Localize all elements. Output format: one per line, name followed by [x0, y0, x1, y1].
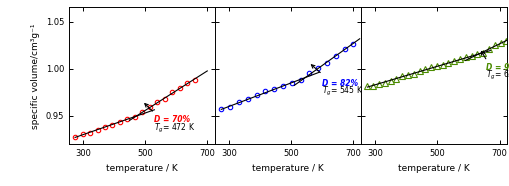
Text: $T_g$= 545 K: $T_g$= 545 K	[322, 85, 363, 98]
X-axis label: temperature / K: temperature / K	[252, 163, 323, 173]
Text: D = 70%: D = 70%	[154, 115, 190, 124]
X-axis label: temperature / K: temperature / K	[398, 163, 469, 173]
Y-axis label: specific volume/cm³g⁻¹: specific volume/cm³g⁻¹	[31, 23, 40, 129]
Text: $T_g$= 632 K: $T_g$= 632 K	[485, 69, 509, 82]
X-axis label: temperature / K: temperature / K	[106, 163, 178, 173]
Text: D = 82%: D = 82%	[322, 78, 358, 88]
Text: D = 92%: D = 92%	[485, 62, 509, 72]
Text: $T_g$= 472 K: $T_g$= 472 K	[154, 122, 195, 135]
